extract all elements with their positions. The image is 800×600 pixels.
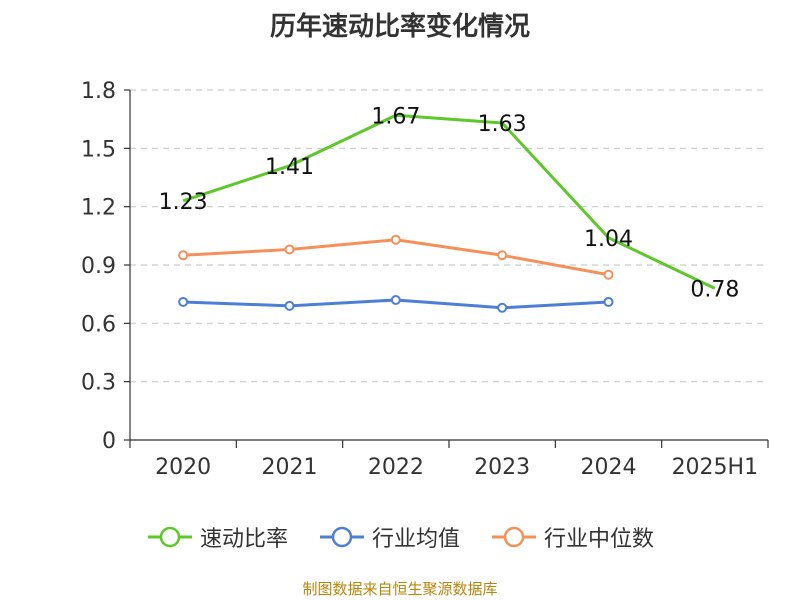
legend-item[interactable]: 行业均值 [318,521,460,553]
data-point-2 [178,250,189,261]
data-label: 1.04 [584,227,633,252]
x-tick-label: 2023 [474,455,530,480]
data-point-1 [390,295,401,305]
y-tick-label: 0.3 [81,371,116,396]
chart-legend: 速动比率 行业均值 行业中位数 [0,520,800,554]
legend-swatch-icon [147,526,192,548]
data-point-1 [178,296,189,307]
data-point-1 [497,302,508,313]
chart-title: 历年速动比率变化情况 [269,12,530,42]
data-label: 1.67 [371,104,420,129]
data-label: 0.78 [690,277,739,302]
data-point-2 [390,234,401,245]
x-tick-label: 2025H1 [672,455,759,480]
data-point-2 [603,269,614,280]
legend-item[interactable]: 行业中位数 [490,521,654,553]
x-tick-label: 2020 [155,455,211,480]
y-tick-label: 1.8 [81,79,116,104]
y-tick-label: 0.6 [81,312,116,337]
y-tick-label: 0 [102,429,116,454]
series-line-0 [182,113,716,290]
x-tick-label: 2021 [262,455,318,480]
data-label: 1.23 [159,190,208,215]
legend-label: 行业中位数 [544,527,655,552]
y-tick-label: 1.2 [81,196,116,221]
y-tick-label: 0.9 [81,254,116,279]
legend-label: 速动比率 [199,527,288,552]
legend-item[interactable]: 速动比率 [146,521,288,553]
source-footer: 制图数据来自恒生聚源数据库 [302,580,498,598]
data-point-2 [497,250,508,261]
legend-label: 行业均值 [371,527,460,552]
legend-swatch-icon [492,526,536,548]
x-tick-label: 2024 [581,455,637,480]
data-point-1 [603,296,614,307]
x-tick-label: 2022 [368,455,424,480]
data-point-1 [284,300,295,311]
y-tick-label: 1.5 [81,137,116,162]
legend-swatch-icon [319,526,364,548]
data-label: 1.63 [478,112,527,137]
data-point-2 [284,244,295,255]
data-label: 1.41 [265,155,314,180]
series-line-2 [183,238,609,277]
